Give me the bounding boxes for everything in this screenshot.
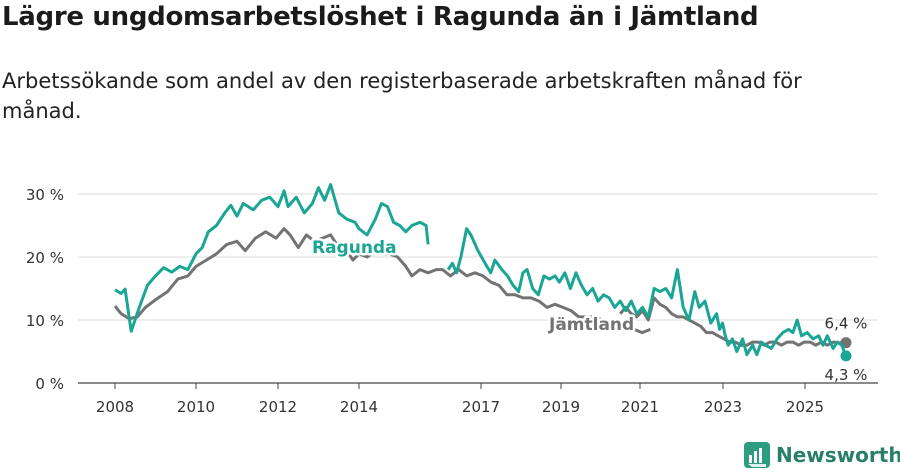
ragunda-end-label: 4,3 % <box>825 366 868 384</box>
x-tick-label: 2019 <box>542 398 580 416</box>
ragunda-line <box>114 183 430 333</box>
ragunda-series-label: Ragunda <box>312 238 397 258</box>
y-tick-label: 30 % <box>26 186 64 204</box>
jamtland-series-label-halo: Jämtland <box>548 315 634 335</box>
x-tick-label: 2010 <box>177 398 215 416</box>
x-tick-label: 2021 <box>621 398 659 416</box>
jamtland-series-label: Jämtland <box>548 315 634 335</box>
x-tick-label: 2008 <box>96 398 134 416</box>
x-tick-label: 2023 <box>704 398 742 416</box>
jamtland-line <box>113 227 651 335</box>
jamtland-end-label: 6,4 % <box>825 315 868 333</box>
newsworthy-icon <box>744 442 770 468</box>
y-tick-label: 10 % <box>26 312 64 330</box>
x-tick-label: 2025 <box>786 398 824 416</box>
y-tick-label: 20 % <box>26 249 64 267</box>
brand-logo: Newsworthy <box>744 442 900 468</box>
ragunda-line-continued <box>446 227 848 357</box>
y-tick-label: 0 % <box>35 375 64 393</box>
ragunda-end-point <box>840 350 852 362</box>
x-tick-label: 2014 <box>340 398 378 416</box>
brand-name: Newsworthy <box>776 443 900 467</box>
chart-title: Lägre ungdomsarbetslöshet i Ragunda än i… <box>2 2 759 32</box>
x-tick-label: 2017 <box>462 398 500 416</box>
x-tick-label: 2012 <box>259 398 297 416</box>
chart-subtitle: Arbetssökande som andel av den registerb… <box>2 69 802 123</box>
ragunda-series-label-halo: Ragunda <box>312 238 397 258</box>
